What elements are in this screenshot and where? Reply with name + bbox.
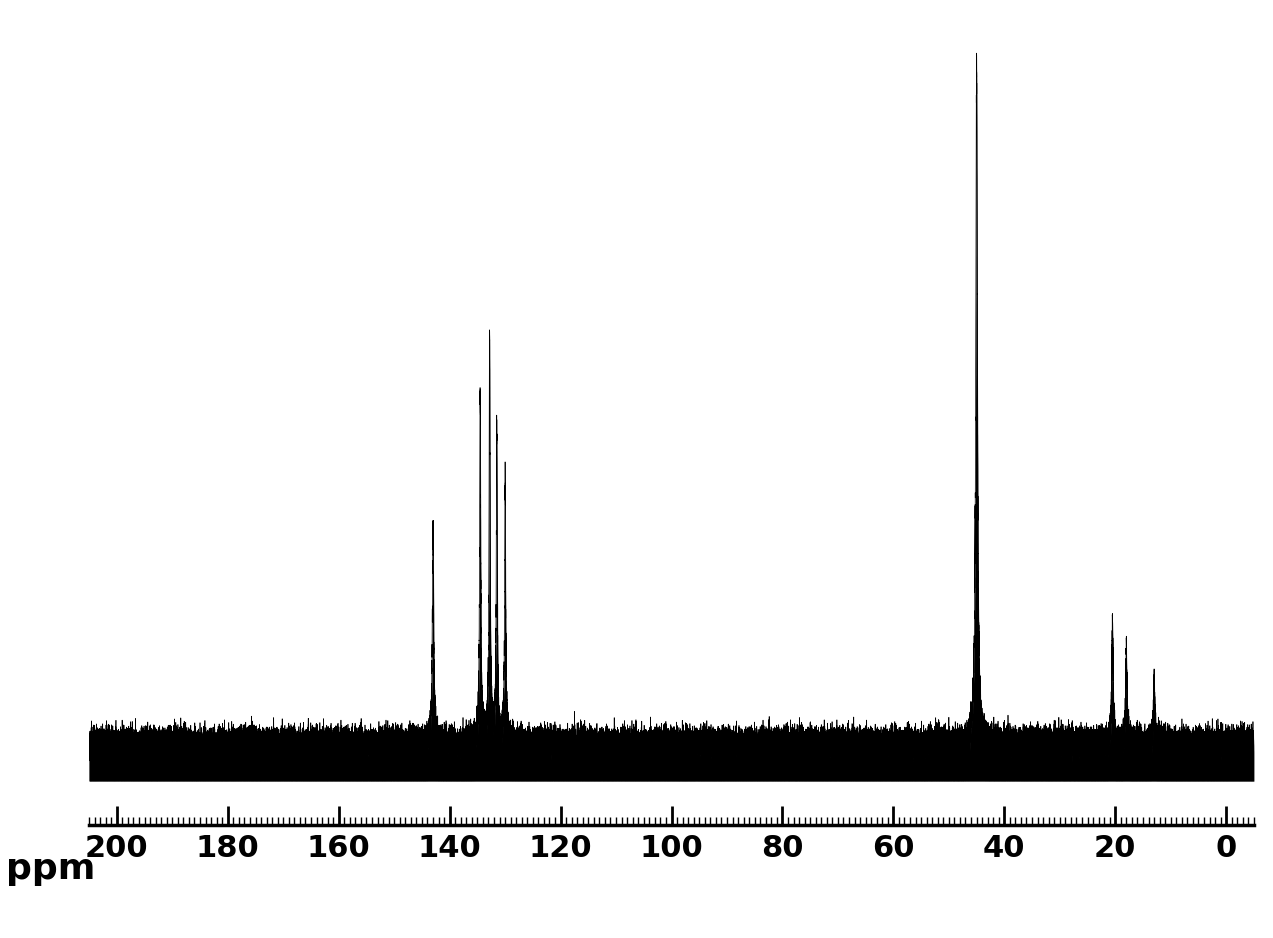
Text: ppm: ppm bbox=[6, 853, 95, 886]
